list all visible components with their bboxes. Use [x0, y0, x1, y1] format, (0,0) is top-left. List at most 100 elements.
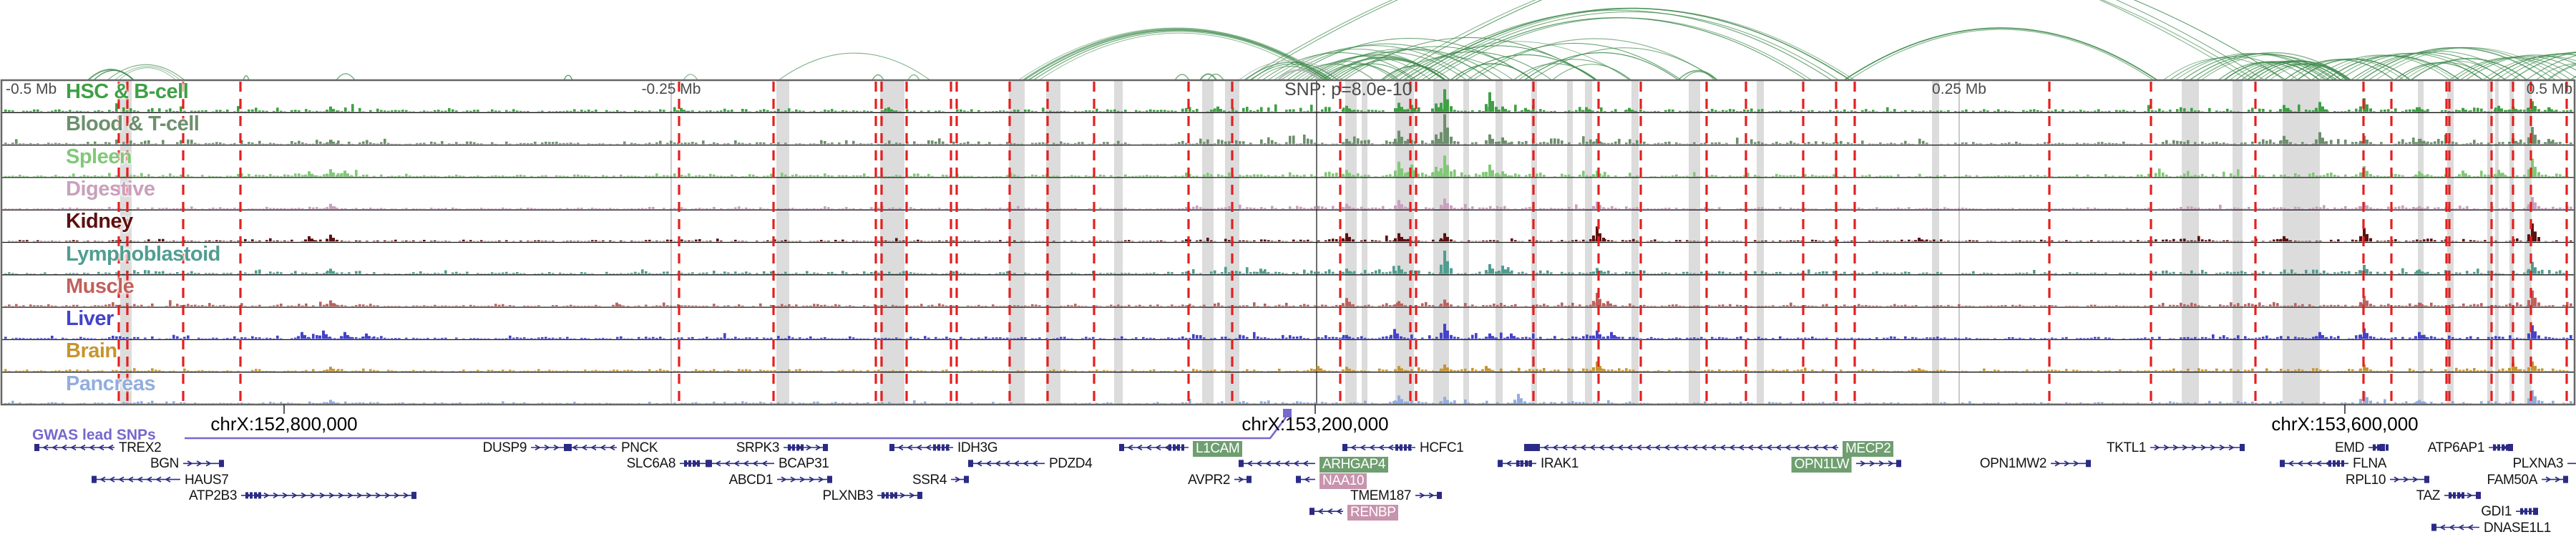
gene-label-renbp[interactable]: RENBP — [1347, 505, 1399, 521]
interaction-arc[interactable] — [1207, 73, 1224, 81]
interaction-arc[interactable] — [1018, 27, 1333, 81]
interaction-arc[interactable] — [2169, 56, 2299, 81]
track-label-spleen[interactable]: Spleen — [66, 145, 132, 168]
track-label-lymphoblastoid[interactable]: Lymphoblastoid — [66, 242, 220, 266]
interaction-arc[interactable] — [1273, 45, 1475, 81]
interaction-arc[interactable] — [2502, 52, 2576, 81]
gene-gdi1[interactable] — [2516, 508, 2538, 516]
gene-label-trex2[interactable]: TREX2 — [119, 440, 162, 455]
interaction-arc[interactable] — [1403, 9, 1833, 81]
interaction-arc[interactable] — [114, 66, 181, 81]
signal-track-liver[interactable] — [4, 324, 2572, 339]
interaction-arc[interactable] — [1682, 71, 1715, 81]
gene-haus7[interactable] — [92, 475, 180, 483]
gene-label-pdzd4[interactable]: PDZD4 — [1049, 456, 1093, 472]
track-label-liver[interactable]: Liver — [66, 307, 114, 331]
gene-plxna3[interactable] — [2567, 460, 2576, 467]
track-label-muscle[interactable]: Muscle — [66, 274, 135, 298]
gene-pnck[interactable] — [564, 444, 617, 451]
gene-label-abcd1[interactable]: ABCD1 — [728, 472, 774, 488]
signal-track-brain[interactable] — [4, 361, 2569, 372]
gene-rpl10[interactable] — [2390, 475, 2429, 483]
interaction-arc[interactable] — [1023, 28, 1330, 82]
interaction-arc[interactable] — [563, 74, 573, 81]
interaction-arc[interactable] — [1033, 31, 1326, 81]
interaction-arc[interactable] — [1174, 74, 1190, 81]
interaction-arc[interactable] — [1382, 0, 2256, 81]
gene-label-dnase1l1[interactable]: DNASE1L1 — [2484, 520, 2551, 536]
interaction-arc[interactable] — [2511, 51, 2576, 81]
interaction-arc[interactable] — [1397, 45, 1598, 81]
signal-track-hsc-b-cell[interactable] — [4, 89, 2572, 112]
gene-dnase1l1[interactable] — [2431, 523, 2479, 531]
interaction-arc[interactable] — [93, 69, 135, 81]
gene-label-mecp2[interactable]: MECP2 — [1843, 441, 1894, 457]
interaction-arc[interactable] — [1551, 64, 1632, 81]
gwas-lead-snp-marker[interactable] — [1283, 409, 1292, 417]
interaction-arc[interactable] — [2175, 52, 2326, 81]
interaction-arc[interactable] — [1450, 63, 1534, 81]
interaction-arc[interactable] — [1326, 49, 1503, 81]
gene-label-plxnb3[interactable]: PLXNB3 — [822, 488, 874, 503]
interaction-arc-gray[interactable] — [1238, 59, 1344, 81]
interaction-arc[interactable] — [1677, 69, 1718, 81]
interaction-arc[interactable] — [2162, 57, 2285, 81]
interaction-arc[interactable] — [1415, 8, 1855, 81]
gene-label-flna[interactable]: FLNA — [2353, 456, 2386, 472]
interaction-arc[interactable] — [1848, 29, 2155, 81]
gene-label-arhgap4[interactable]: ARHGAP4 — [1319, 457, 1389, 473]
gene-ssr4[interactable] — [951, 475, 969, 483]
gene-label-l1cam[interactable]: L1CAM — [1193, 441, 1243, 457]
interaction-arc[interactable] — [1386, 57, 1514, 81]
interaction-arc[interactable] — [778, 52, 931, 81]
gene-arhgap4[interactable] — [1239, 460, 1315, 468]
gene-bgn[interactable] — [183, 460, 224, 468]
interaction-arc[interactable] — [872, 74, 884, 81]
interaction-arc-gray[interactable] — [1277, 69, 1321, 81]
gene-emd[interactable] — [2368, 444, 2389, 451]
interaction-arc[interactable] — [243, 75, 250, 81]
gene-tmem187[interactable] — [1415, 491, 1442, 499]
gene-label-opn1lw[interactable]: OPN1LW — [1791, 457, 1852, 473]
signal-track-blood-t-cell[interactable] — [4, 114, 2572, 145]
gene-l1cam[interactable] — [1119, 444, 1189, 451]
gene-bcap31[interactable] — [707, 460, 774, 468]
track-label-pancreas[interactable]: Pancreas — [66, 372, 156, 395]
gene-label-rpl10[interactable]: RPL10 — [2345, 472, 2386, 488]
gene-label-atp2b3[interactable]: ATP2B3 — [189, 488, 237, 503]
gene-label-haus7[interactable]: HAUS7 — [185, 472, 229, 488]
gene-label-irak1[interactable]: IRAK1 — [1541, 456, 1579, 472]
gene-pdzd4[interactable] — [968, 460, 1045, 468]
gene-taz[interactable] — [2444, 491, 2481, 499]
track-label-digestive[interactable]: Digestive — [66, 177, 155, 200]
gene-naa10[interactable] — [1296, 475, 1315, 483]
interaction-arc[interactable] — [2269, 64, 2351, 81]
gene-fam50a[interactable] — [2542, 475, 2568, 483]
interaction-arc[interactable] — [1262, 52, 1418, 81]
gene-idh3g[interactable] — [889, 444, 953, 451]
interaction-arc[interactable] — [907, 74, 920, 81]
interaction-arc[interactable] — [1339, 46, 1534, 81]
interaction-arc[interactable] — [2482, 56, 2576, 81]
interaction-arc[interactable] — [107, 64, 185, 81]
gene-atp2b3[interactable] — [241, 491, 416, 499]
gene-renbp[interactable] — [1309, 508, 1343, 516]
interaction-arc[interactable] — [1330, 63, 1414, 81]
interaction-arc[interactable] — [336, 73, 356, 81]
track-label-blood-t-cell[interactable]: Blood & T-cell — [66, 112, 200, 136]
gene-opn1lw[interactable] — [1856, 460, 1901, 468]
interaction-arc[interactable] — [1313, 49, 1493, 81]
gene-label-taz[interactable]: TAZ — [2416, 488, 2441, 503]
gene-label-hcfc1[interactable]: HCFC1 — [1420, 440, 1464, 455]
interaction-arc[interactable] — [2525, 51, 2576, 81]
interaction-arc[interactable] — [2535, 63, 2576, 81]
gene-label-bgn[interactable]: BGN — [150, 456, 179, 472]
gene-irak1[interactable] — [1498, 460, 1536, 468]
gene-label-opn1mw2[interactable]: OPN1MW2 — [1979, 456, 2047, 472]
interaction-arc[interactable] — [1523, 52, 1679, 81]
gene-label-srpk3[interactable]: SRPK3 — [736, 440, 780, 455]
gene-label-avpr2[interactable]: AVPR2 — [1188, 472, 1230, 488]
interaction-arc[interactable] — [2410, 57, 2528, 81]
